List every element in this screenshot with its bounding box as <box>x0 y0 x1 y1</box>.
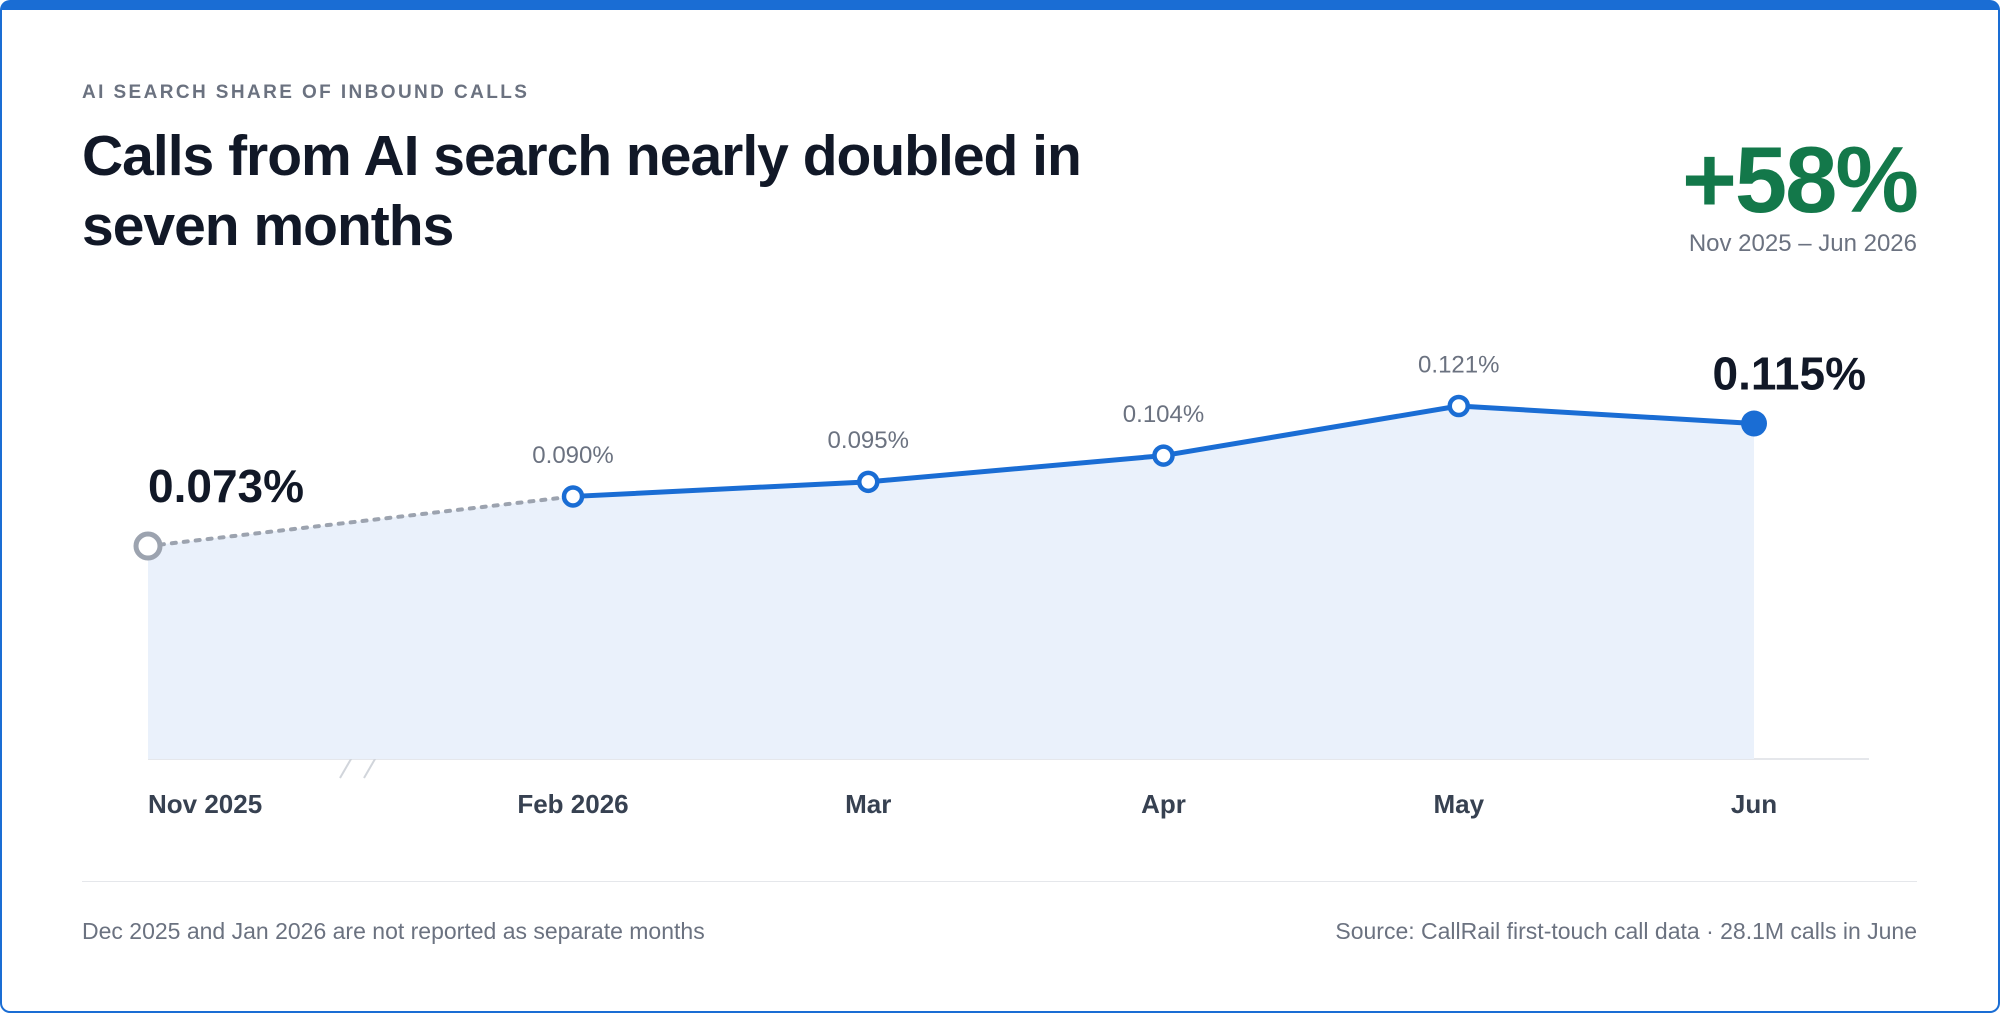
stat-period: Nov 2025 – Jun 2026 <box>1688 230 1917 257</box>
value-label: 0.115% <box>1713 348 1866 400</box>
footnote: Dec 2025 and Jan 2026 are not reported a… <box>82 918 705 944</box>
marker <box>561 485 585 508</box>
value-label: 0.104% <box>1123 401 1204 428</box>
x-tick-label: May <box>1433 789 1484 819</box>
marker <box>1447 394 1470 418</box>
marker <box>1152 444 1175 467</box>
gap-line <box>146 494 575 549</box>
x-tick-label: Mar <box>845 789 891 819</box>
x-tick-label: Apr <box>1141 789 1186 819</box>
source: Source: CallRail first-touch call data ·… <box>1335 918 1917 944</box>
area <box>148 406 1754 759</box>
x-tick-label: Jun <box>1731 789 1777 819</box>
value-label: 0.095% <box>828 427 909 454</box>
value-label: 0.073% <box>148 460 304 512</box>
divider <box>82 881 1917 882</box>
value-label: 0.090% <box>532 442 613 469</box>
marker <box>1741 410 1767 437</box>
chart-title: Calls from AI search nearly doubled in s… <box>82 124 1082 258</box>
value-label: 0.121% <box>1418 351 1499 378</box>
marker <box>857 470 880 494</box>
x-tick-label: Nov 2025 <box>148 789 262 819</box>
marker <box>133 531 163 561</box>
x-tick-label: Feb 2026 <box>517 789 628 819</box>
kicker: AI SEARCH SHARE OF INBOUND CALLS <box>82 82 530 103</box>
headline-stat: +58% <box>1681 127 1919 232</box>
